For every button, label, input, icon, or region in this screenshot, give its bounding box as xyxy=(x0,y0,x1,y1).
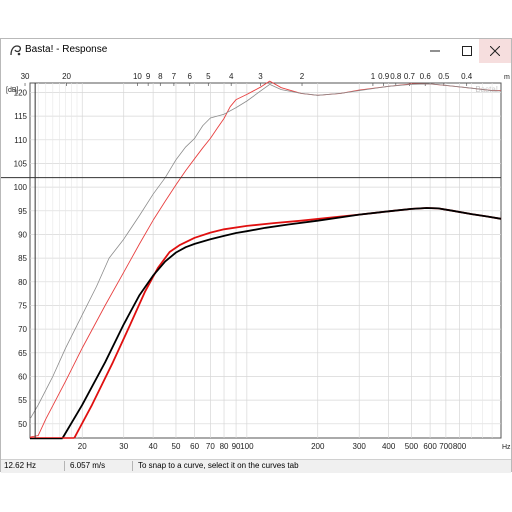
top-tick-label: 6 xyxy=(187,72,192,81)
x-tick-label: 80 xyxy=(220,442,229,451)
status-hint: To snap to a curve, select it on the cur… xyxy=(138,461,299,470)
minimize-icon xyxy=(430,50,440,52)
maximize-icon xyxy=(462,46,472,56)
y-tick-label: 85 xyxy=(18,254,27,263)
y-tick-label: 100 xyxy=(14,183,28,192)
x-tick-label: 800 xyxy=(453,442,467,451)
top-tick-label: 10 xyxy=(133,72,142,81)
status-frequency: 12.62 Hz xyxy=(1,461,65,471)
y-tick-label: 75 xyxy=(18,301,27,310)
response-window: Basta! - Response 50 55 60 65 70 75 80 85 90 95 10… xyxy=(0,38,512,473)
x-tick-label: 50 xyxy=(172,442,181,451)
y-tick-label: 55 xyxy=(18,396,27,405)
top-tick-label: 1 xyxy=(371,72,376,81)
maximize-button[interactable] xyxy=(451,39,483,63)
status-velocity: 6.057 m/s xyxy=(67,461,133,471)
y-tick-label: 90 xyxy=(18,230,27,239)
top-tick-label: 8 xyxy=(158,72,163,81)
x-tick-label: 300 xyxy=(353,442,367,451)
top-tick-label: 5 xyxy=(206,72,211,81)
y-tick-label: 50 xyxy=(18,420,27,429)
x-tick-label: 60 xyxy=(190,442,199,451)
x-tick-label: 20 xyxy=(78,442,87,451)
top-tick-label: 0.6 xyxy=(420,72,432,81)
y-tick-label: 70 xyxy=(18,325,27,334)
x-tick-label: 40 xyxy=(149,442,158,451)
close-button[interactable] xyxy=(479,39,511,63)
minimize-button[interactable] xyxy=(419,39,451,63)
top-tick-label: 2 xyxy=(300,72,305,81)
top-tick-label: 9 xyxy=(146,72,151,81)
y-tick-label: 110 xyxy=(14,136,27,145)
top-tick-label: 3 xyxy=(258,72,263,81)
y-tick-label: 105 xyxy=(14,159,28,168)
x-tick-label: 700 xyxy=(439,442,453,451)
x-tick-label: 100 xyxy=(240,442,254,451)
title-bar[interactable]: Basta! - Response xyxy=(1,39,511,63)
x-tick-label: 500 xyxy=(405,442,419,451)
x-tick-label: 90 xyxy=(232,442,241,451)
series-line-4 xyxy=(29,83,502,420)
basta-app-icon xyxy=(10,45,22,56)
top-tick-label: 20 xyxy=(62,72,71,81)
top-unit-label: m xyxy=(504,74,510,81)
y-tick-label: 115 xyxy=(14,112,27,121)
x-tick-label: 200 xyxy=(311,442,325,451)
top-tick-label: 0.8 xyxy=(390,72,402,81)
series-line-2 xyxy=(61,207,502,439)
y-tick-label: 120 xyxy=(14,88,28,97)
x-unit-label: Hz xyxy=(502,444,511,451)
top-tick-label: 0.7 xyxy=(404,72,416,81)
status-bar: 12.62 Hz 6.057 m/s To snap to a curve, s… xyxy=(1,459,511,473)
watermark: Basta! xyxy=(475,85,498,94)
window-title: Basta! - Response xyxy=(25,44,108,55)
y-tick-label: 80 xyxy=(18,278,27,287)
plot-frame xyxy=(29,82,502,439)
x-tick-label: 70 xyxy=(206,442,215,451)
top-tick-label: 0.4 xyxy=(461,72,473,81)
top-tick-label: 0.5 xyxy=(438,72,450,81)
y-unit-label: [dB] xyxy=(6,87,19,94)
y-tick-label: 95 xyxy=(18,207,27,216)
top-tick-label: 4 xyxy=(229,72,234,81)
close-icon xyxy=(490,46,500,56)
x-tick-label: 400 xyxy=(382,442,396,451)
x-tick-label: 30 xyxy=(119,442,128,451)
top-tick-label: 0.9 xyxy=(378,72,390,81)
y-tick-label: 60 xyxy=(18,372,27,381)
top-tick-label: 7 xyxy=(172,72,177,81)
x-tick-label: 600 xyxy=(423,442,437,451)
top-tick-label: 30 xyxy=(21,72,30,81)
y-tick-label: 65 xyxy=(18,349,27,358)
